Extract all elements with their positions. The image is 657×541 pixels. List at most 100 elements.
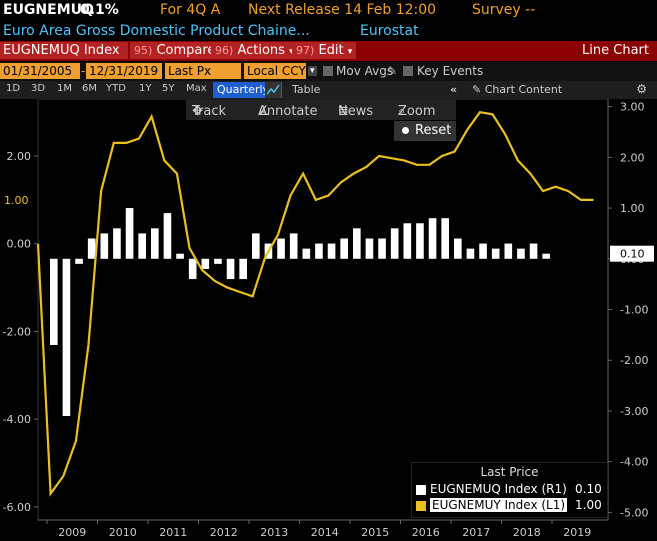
period-3d[interactable]: 3D xyxy=(31,83,46,94)
gear-icon[interactable]: ⚙ xyxy=(636,82,647,96)
legend-swatch-yellow xyxy=(416,500,426,511)
bar xyxy=(353,228,361,259)
bar xyxy=(517,248,525,259)
compare-label: Compare xyxy=(156,43,216,58)
currency-select[interactable]: Local CCY xyxy=(244,63,306,79)
bar xyxy=(378,238,386,259)
dropdown-arrow-icon: ▾ xyxy=(347,47,353,57)
chart-toolbar: ✥ Track ∠ Annotate ≣ News ⌕ Zoom xyxy=(186,100,456,120)
bar xyxy=(113,228,121,259)
bar xyxy=(138,233,146,259)
x-tick-label: 2016 xyxy=(412,526,440,539)
left-marker-bg xyxy=(0,191,36,208)
bar xyxy=(163,213,172,259)
bar xyxy=(441,218,449,259)
period-1y[interactable]: 1Y xyxy=(139,83,152,94)
track-crosshair-icon: ✥ xyxy=(192,104,203,119)
chart-grid xyxy=(37,99,609,521)
edit-label: Edit xyxy=(318,43,344,58)
bar xyxy=(100,233,109,259)
frequency-label: Quarterly xyxy=(217,83,270,96)
period-5y[interactable]: 5Y xyxy=(162,83,175,94)
chart-content-button[interactable]: ✎ Chart Content xyxy=(472,83,562,96)
bar xyxy=(504,243,513,259)
news-icon: ≣ xyxy=(338,104,349,119)
bar xyxy=(125,208,134,259)
bar xyxy=(542,253,550,259)
controls-row: 01/31/2005 - 12/31/2019 Last Px Local CC… xyxy=(0,62,657,81)
reset-button[interactable]: Reset xyxy=(394,121,456,141)
compare-num: 95) xyxy=(134,44,153,57)
menu-bar: EUGNEMUQ Index 95) Compare ▾ 96) Actions… xyxy=(0,41,657,61)
security-field[interactable]: EUGNEMUQ Index xyxy=(0,42,128,59)
data-source: Eurostat xyxy=(360,23,419,39)
legend: Last Price EUGNEMUQ Index (R1) 0.10 EUGN… xyxy=(411,462,608,518)
collapse-chevron-icon[interactable]: « xyxy=(450,83,458,96)
x-tick-label: 2010 xyxy=(109,526,137,539)
security-description: Euro Area Gross Domestic Product Chaine.… xyxy=(3,23,310,39)
chart-content-label: Chart Content xyxy=(484,83,563,96)
track-label: Track xyxy=(192,104,227,119)
actions-button[interactable]: 96) Actions ▾ xyxy=(211,42,298,59)
bar xyxy=(62,258,71,417)
x-tick-label: 2018 xyxy=(513,526,541,539)
line-chart-icon[interactable] xyxy=(265,82,281,98)
legend-value: 0.10 xyxy=(575,482,602,496)
description-row: Euro Area Gross Domestic Product Chaine.… xyxy=(0,22,657,42)
date-separator: - xyxy=(81,64,86,78)
survey-label: Survey -- xyxy=(472,2,536,18)
left-tick-label: 2.00 xyxy=(7,150,32,163)
next-release: Next Release 14 Feb 12:00 xyxy=(248,2,437,18)
x-tick-label: 2015 xyxy=(361,526,389,539)
bar xyxy=(454,238,462,259)
zoom-label: Zoom xyxy=(398,104,436,119)
edit-button[interactable]: 97) Edit ▾ xyxy=(292,42,357,59)
currency-dropdown-icon[interactable]: ▾ xyxy=(308,66,317,76)
price-chart[interactable]: 2009 2010 2011 2012 2013 2014 2015 2016 2017 2018… xyxy=(0,99,657,541)
line-series xyxy=(36,111,594,497)
bar xyxy=(87,238,96,259)
bar xyxy=(428,218,437,259)
key-events-label: Key Events xyxy=(417,64,484,78)
start-date-field[interactable]: 01/31/2005 xyxy=(0,63,80,79)
legend-swatch-white xyxy=(416,484,426,495)
mov-avgs-checkbox[interactable] xyxy=(323,66,333,76)
bar xyxy=(479,243,487,259)
left-tick-label: 0.00 xyxy=(7,238,32,251)
right-tick-label: 1.00 xyxy=(620,202,645,215)
price-field-select[interactable]: Last Px xyxy=(165,63,241,79)
pencil-icon[interactable]: ✎ xyxy=(387,64,398,78)
x-tick-label: 2009 xyxy=(58,526,86,539)
period-6m[interactable]: 6M xyxy=(82,83,97,94)
frequency-select[interactable]: Quarterly ▾ xyxy=(213,82,283,98)
actions-label: Actions xyxy=(237,43,285,58)
right-tick-label: -2.00 xyxy=(620,354,648,367)
bar xyxy=(151,228,159,259)
header-row: EUGNEMUQ 0.1% For 4Q A Next Release 14 F… xyxy=(0,0,657,22)
right-tick-label: -5.00 xyxy=(620,506,648,519)
period-ytd[interactable]: YTD xyxy=(106,83,126,94)
period-1m[interactable]: 1M xyxy=(57,83,72,94)
chart-type-label[interactable]: Line Chart xyxy=(582,43,649,58)
bar-series xyxy=(50,208,550,417)
period-1d[interactable]: 1D xyxy=(6,83,21,94)
x-tick-label: 2012 xyxy=(210,526,238,539)
bar xyxy=(327,243,336,259)
x-tick-label: 2017 xyxy=(462,526,490,539)
compare-button[interactable]: 95) Compare ▾ xyxy=(130,42,229,59)
dropdown-arrow-icon: ▾ xyxy=(289,47,294,57)
bar xyxy=(75,258,83,264)
key-events-checkbox[interactable] xyxy=(403,66,413,76)
bar xyxy=(466,248,475,259)
left-marker-label: 1.00 xyxy=(4,194,29,207)
legend-item-line: EUGNEMUY Index (L1) xyxy=(416,498,568,512)
bar xyxy=(239,258,247,280)
bar xyxy=(188,258,197,280)
period-row: 1D 3D 1M 6M YTD 1Y 5Y Max Quarterly ▾ Ta… xyxy=(0,81,657,99)
end-date-field[interactable]: 12/31/2019 xyxy=(86,63,162,79)
period-max[interactable]: Max xyxy=(186,83,207,94)
right-tick-label: -3.00 xyxy=(620,405,648,418)
x-tick-label: 2013 xyxy=(260,526,288,539)
bar xyxy=(529,243,538,259)
table-button[interactable]: Table xyxy=(292,83,321,96)
